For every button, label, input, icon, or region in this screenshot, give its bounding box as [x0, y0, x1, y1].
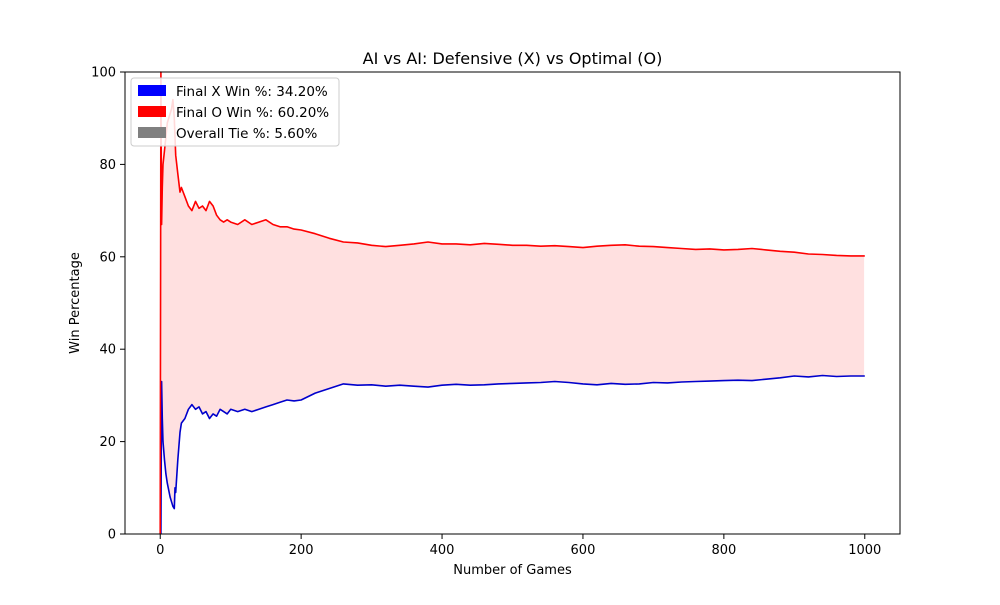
x-axis-ticks: 0 200 400 600 800 1000 — [156, 534, 881, 558]
series-lines — [159, 71, 865, 535]
x-axis-label: Number of Games — [453, 563, 572, 578]
y-axis-ticks: 0 20 40 60 80 100 — [91, 66, 125, 543]
legend-swatch-o — [138, 106, 166, 117]
legend-swatch-x — [138, 85, 166, 96]
legend-label-o: Final O Win %: 60.20% — [176, 105, 329, 121]
y-tick-label: 100 — [91, 66, 116, 81]
plot-frame — [124, 71, 901, 535]
legend-swatch-tie — [138, 127, 166, 138]
y-tick-label: 0 — [108, 528, 116, 543]
x-tick-label: 400 — [430, 543, 455, 558]
y-tick-label: 60 — [99, 250, 116, 265]
legend-box — [130, 77, 340, 147]
fill-between-region — [160, 72, 865, 534]
x-tick-label: 1000 — [848, 543, 881, 558]
y-tick-label: 20 — [99, 435, 116, 450]
series-line-x-win — [160, 374, 865, 535]
legend-label-tie: Overall Tie %: 5.60% — [176, 126, 317, 142]
y-axis-label: Win Percentage — [68, 252, 83, 354]
x-tick-label: 800 — [711, 543, 736, 558]
legend: Final X Win %: 34.20% Final O Win %: 60.… — [130, 77, 340, 147]
x-tick-label: 600 — [571, 543, 596, 558]
x-tick-label: 200 — [289, 543, 314, 558]
y-tick-label: 40 — [99, 343, 116, 358]
series-line-o-win — [159, 71, 865, 535]
x-tick-label: 0 — [156, 543, 164, 558]
legend-label-x: Final X Win %: 34.20% — [176, 84, 328, 100]
chart-title: AI vs AI: Defensive (X) vs Optimal (O) — [363, 49, 663, 68]
fill-between-area — [160, 72, 865, 534]
y-tick-label: 80 — [99, 158, 116, 173]
